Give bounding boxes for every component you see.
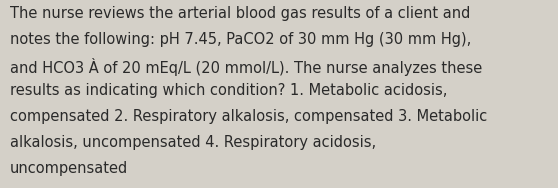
Text: compensated 2. Respiratory alkalosis, compensated 3. Metabolic: compensated 2. Respiratory alkalosis, co… [10,109,487,124]
Text: uncompensated: uncompensated [10,161,128,176]
Text: results as indicating which condition? 1. Metabolic acidosis,: results as indicating which condition? 1… [10,83,448,99]
Text: The nurse reviews the arterial blood gas results of a client and: The nurse reviews the arterial blood gas… [10,6,470,21]
Text: and HCO3 À of 20 mEq/L (20 mmol/L). The nurse analyzes these: and HCO3 À of 20 mEq/L (20 mmol/L). The … [10,58,482,76]
Text: alkalosis, uncompensated 4. Respiratory acidosis,: alkalosis, uncompensated 4. Respiratory … [10,135,376,150]
Text: notes the following: pH 7.45, PaCO2 of 30 mm Hg (30 mm Hg),: notes the following: pH 7.45, PaCO2 of 3… [10,32,472,47]
